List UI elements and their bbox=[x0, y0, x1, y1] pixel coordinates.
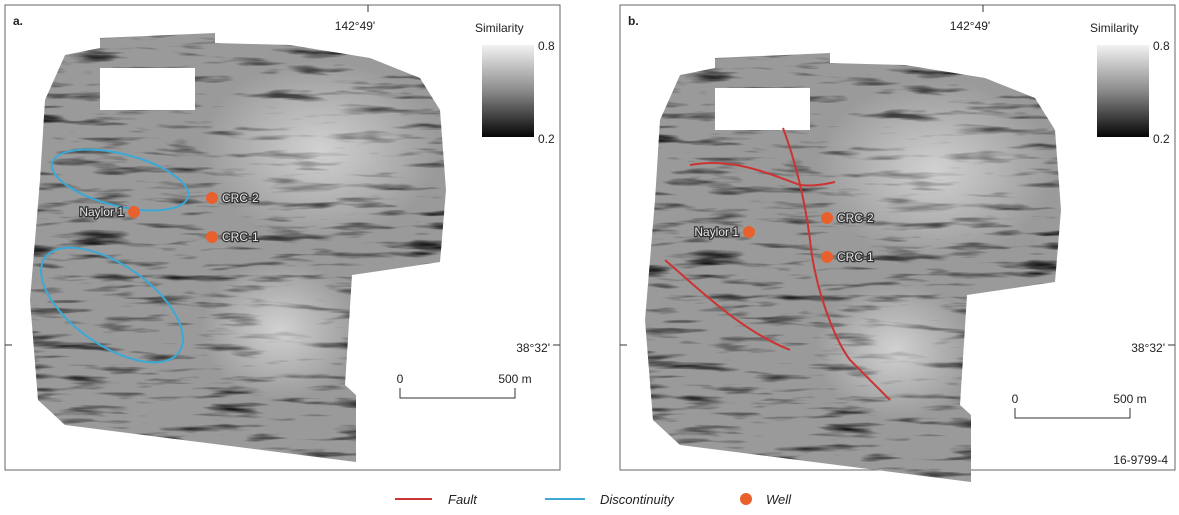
colorbar-min: 0.2 bbox=[538, 132, 555, 146]
colorbar-min: 0.2 bbox=[1153, 132, 1170, 146]
legend-label: Discontinuity bbox=[600, 492, 675, 507]
legend-label: Well bbox=[766, 492, 792, 507]
legend-well bbox=[740, 493, 752, 505]
colorbar bbox=[482, 45, 534, 137]
latitude-label: 38°32' bbox=[1131, 341, 1165, 355]
well-label: Naylor 1 bbox=[79, 205, 124, 219]
data-gap bbox=[715, 88, 810, 130]
colorbar-title: Similarity bbox=[1090, 21, 1139, 35]
data-gap bbox=[100, 68, 195, 110]
bright-zone bbox=[200, 60, 440, 240]
figure-id: 16-9799-4 bbox=[1113, 453, 1168, 467]
legend: Fault Discontinuity Well bbox=[395, 492, 792, 507]
colorbar-max: 0.8 bbox=[1153, 39, 1170, 53]
scale-start: 0 bbox=[1012, 392, 1019, 406]
panel-label: a. bbox=[13, 14, 23, 28]
scale-start: 0 bbox=[397, 372, 404, 386]
well-label: CRC-1 bbox=[222, 230, 259, 244]
map-panel: a. 142°49' 38°32' Similarity 0.8 0.2 Naylor 1 C… bbox=[5, 5, 560, 470]
well bbox=[128, 206, 140, 218]
well bbox=[206, 231, 218, 243]
colorbar-title: Similarity bbox=[475, 21, 524, 35]
well-label: CRC-2 bbox=[837, 211, 874, 225]
scale-end: 500 m bbox=[498, 372, 531, 386]
well-label: CRC-1 bbox=[837, 250, 874, 264]
longitude-label: 142°49' bbox=[335, 19, 375, 33]
figure: a. 142°49' 38°32' Similarity 0.8 0.2 Naylor 1 C… bbox=[0, 0, 1179, 510]
map-panel: b. 142°49' 38°32' Similarity 0.8 0.2 Naylor 1 C… bbox=[620, 5, 1175, 485]
colorbar bbox=[1097, 45, 1149, 137]
well-label: Naylor 1 bbox=[694, 225, 739, 239]
well bbox=[743, 226, 755, 238]
well-label: CRC-2 bbox=[222, 191, 259, 205]
well bbox=[206, 192, 218, 204]
latitude-label: 38°32' bbox=[516, 341, 550, 355]
longitude-label: 142°49' bbox=[950, 19, 990, 33]
bright-zone bbox=[815, 280, 975, 420]
colorbar-max: 0.8 bbox=[538, 39, 555, 53]
well bbox=[821, 212, 833, 224]
well bbox=[821, 251, 833, 263]
legend-label: Fault bbox=[448, 492, 478, 507]
scale-end: 500 m bbox=[1113, 392, 1146, 406]
panel-label: b. bbox=[628, 14, 639, 28]
bright-zone bbox=[815, 80, 1055, 260]
page: a. 142°49' 38°32' Similarity 0.8 0.2 Naylor 1 C… bbox=[0, 0, 1179, 515]
bright-zone bbox=[200, 260, 360, 400]
